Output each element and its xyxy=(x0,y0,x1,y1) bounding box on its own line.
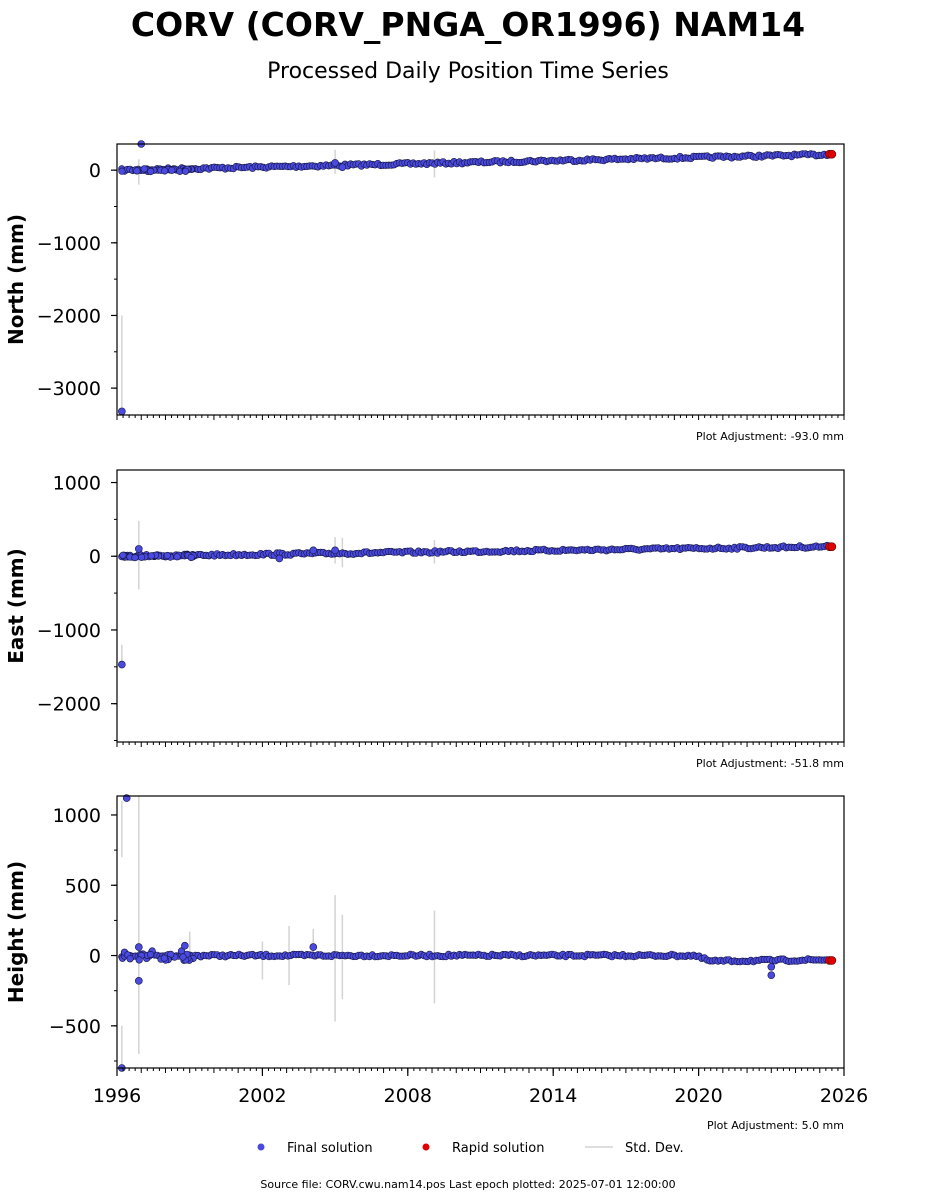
final-solution-point xyxy=(182,167,190,175)
final-solution-outlier xyxy=(275,554,284,563)
y-axis-label: North (mm) xyxy=(4,214,28,345)
y-axis-label: East (mm) xyxy=(4,548,28,664)
y-tick-label: 1000 xyxy=(53,805,101,827)
final-solution-point xyxy=(135,956,143,964)
final-solution-point xyxy=(138,553,146,561)
final-solution-band xyxy=(118,150,831,176)
plot-adjustment-label: Plot Adjustment: 5.0 mm xyxy=(707,1119,844,1132)
rapid-solution-point xyxy=(827,542,837,551)
final-solution-point xyxy=(146,950,155,959)
source-caption: Source file: CORV.cwu.nam14.pos Last epo… xyxy=(260,1178,675,1191)
y-tick-label: −3000 xyxy=(37,378,101,400)
final-solution-outlier xyxy=(767,962,776,971)
final-solution-point xyxy=(140,165,148,173)
final-solution-point xyxy=(147,552,155,560)
final-solution-outlier xyxy=(118,660,126,669)
final-solution-point xyxy=(168,166,176,174)
x-tick-label: 2020 xyxy=(674,1085,722,1107)
axes-frame xyxy=(116,143,845,416)
y-tick-label: 1000 xyxy=(53,473,101,495)
y-tick-label: −1000 xyxy=(37,620,101,642)
y-tick-label: 0 xyxy=(89,946,101,968)
y-tick-label: 0 xyxy=(89,546,101,568)
legend: Final solution Rapid solution Std. Dev. xyxy=(257,1141,684,1156)
plot-adjustment-label: Plot Adjustment: -93.0 mm xyxy=(696,430,844,443)
legend-rapid-marker xyxy=(422,1143,430,1151)
final-solution-outlier xyxy=(135,545,143,553)
final-solution-point xyxy=(147,167,155,176)
y-tick-label: 500 xyxy=(65,875,101,897)
y-tick-label: 0 xyxy=(89,160,101,182)
x-tick-label: 2008 xyxy=(384,1085,432,1107)
axes-frame xyxy=(116,469,845,743)
rapid-solution-point xyxy=(827,149,837,159)
final-solution-outlier xyxy=(135,977,143,985)
final-solution-point xyxy=(126,955,134,963)
legend-rapid-label: Rapid solution xyxy=(452,1141,544,1156)
final-solution-point xyxy=(179,953,187,961)
y-tick-label: −2000 xyxy=(37,694,101,716)
final-solution-outlier xyxy=(135,943,143,951)
final-solution-outlier xyxy=(331,159,339,167)
x-tick-label: 2026 xyxy=(820,1085,868,1107)
final-solution-point xyxy=(131,553,139,562)
y-tick-label: −500 xyxy=(49,1016,101,1038)
final-solution-point xyxy=(173,553,181,561)
final-solution-point xyxy=(163,551,171,560)
plot-adjustment-label: Plot Adjustment: -51.8 mm xyxy=(696,757,844,770)
final-solution-point xyxy=(161,167,169,175)
legend-stddev-label: Std. Dev. xyxy=(625,1141,684,1156)
final-solution-outlier xyxy=(309,943,318,951)
final-solution-band xyxy=(118,541,831,562)
final-solution-outlier xyxy=(338,163,347,172)
final-solution-point xyxy=(160,954,168,962)
chart-title: CORV (CORV_PNGA_OR1996) NAM14 xyxy=(131,5,805,44)
final-solution-point xyxy=(133,167,141,175)
x-tick-label: 2014 xyxy=(529,1085,577,1107)
legend-final-label: Final solution xyxy=(287,1141,373,1156)
y-axis-label: Height (mm) xyxy=(4,861,28,1003)
rapid-solution-point xyxy=(827,956,837,965)
final-solution-outlier xyxy=(181,941,189,950)
legend-final-marker xyxy=(257,1143,265,1151)
final-solution-point xyxy=(187,553,195,562)
north-panel: 0 −1000 −2000 −3000 North (mm) Plot Adjustmen… xyxy=(4,140,845,443)
final-solution-point xyxy=(119,551,127,559)
height-panel: 1000 500 0 −500 1996 2002 2008 2014 2020 2026 Heig… xyxy=(4,794,868,1132)
final-solution-outlier xyxy=(767,971,776,980)
final-solution-band xyxy=(118,947,831,966)
final-solution-outlier xyxy=(309,546,318,555)
y-tick-label: −2000 xyxy=(37,305,101,327)
x-tick-label: 2002 xyxy=(238,1085,286,1107)
final-solution-point xyxy=(118,167,126,175)
final-solution-outlier xyxy=(331,546,339,555)
final-solution-outlier xyxy=(118,407,126,416)
chart-subtitle: Processed Daily Position Time Series xyxy=(267,59,669,84)
axes-frame xyxy=(116,795,845,1069)
east-panel: 1000 0 −1000 −2000 East (mm) Plot Adjustment:… xyxy=(4,469,845,770)
x-tick-label: 1996 xyxy=(93,1085,141,1107)
y-tick-label: −1000 xyxy=(37,233,101,255)
